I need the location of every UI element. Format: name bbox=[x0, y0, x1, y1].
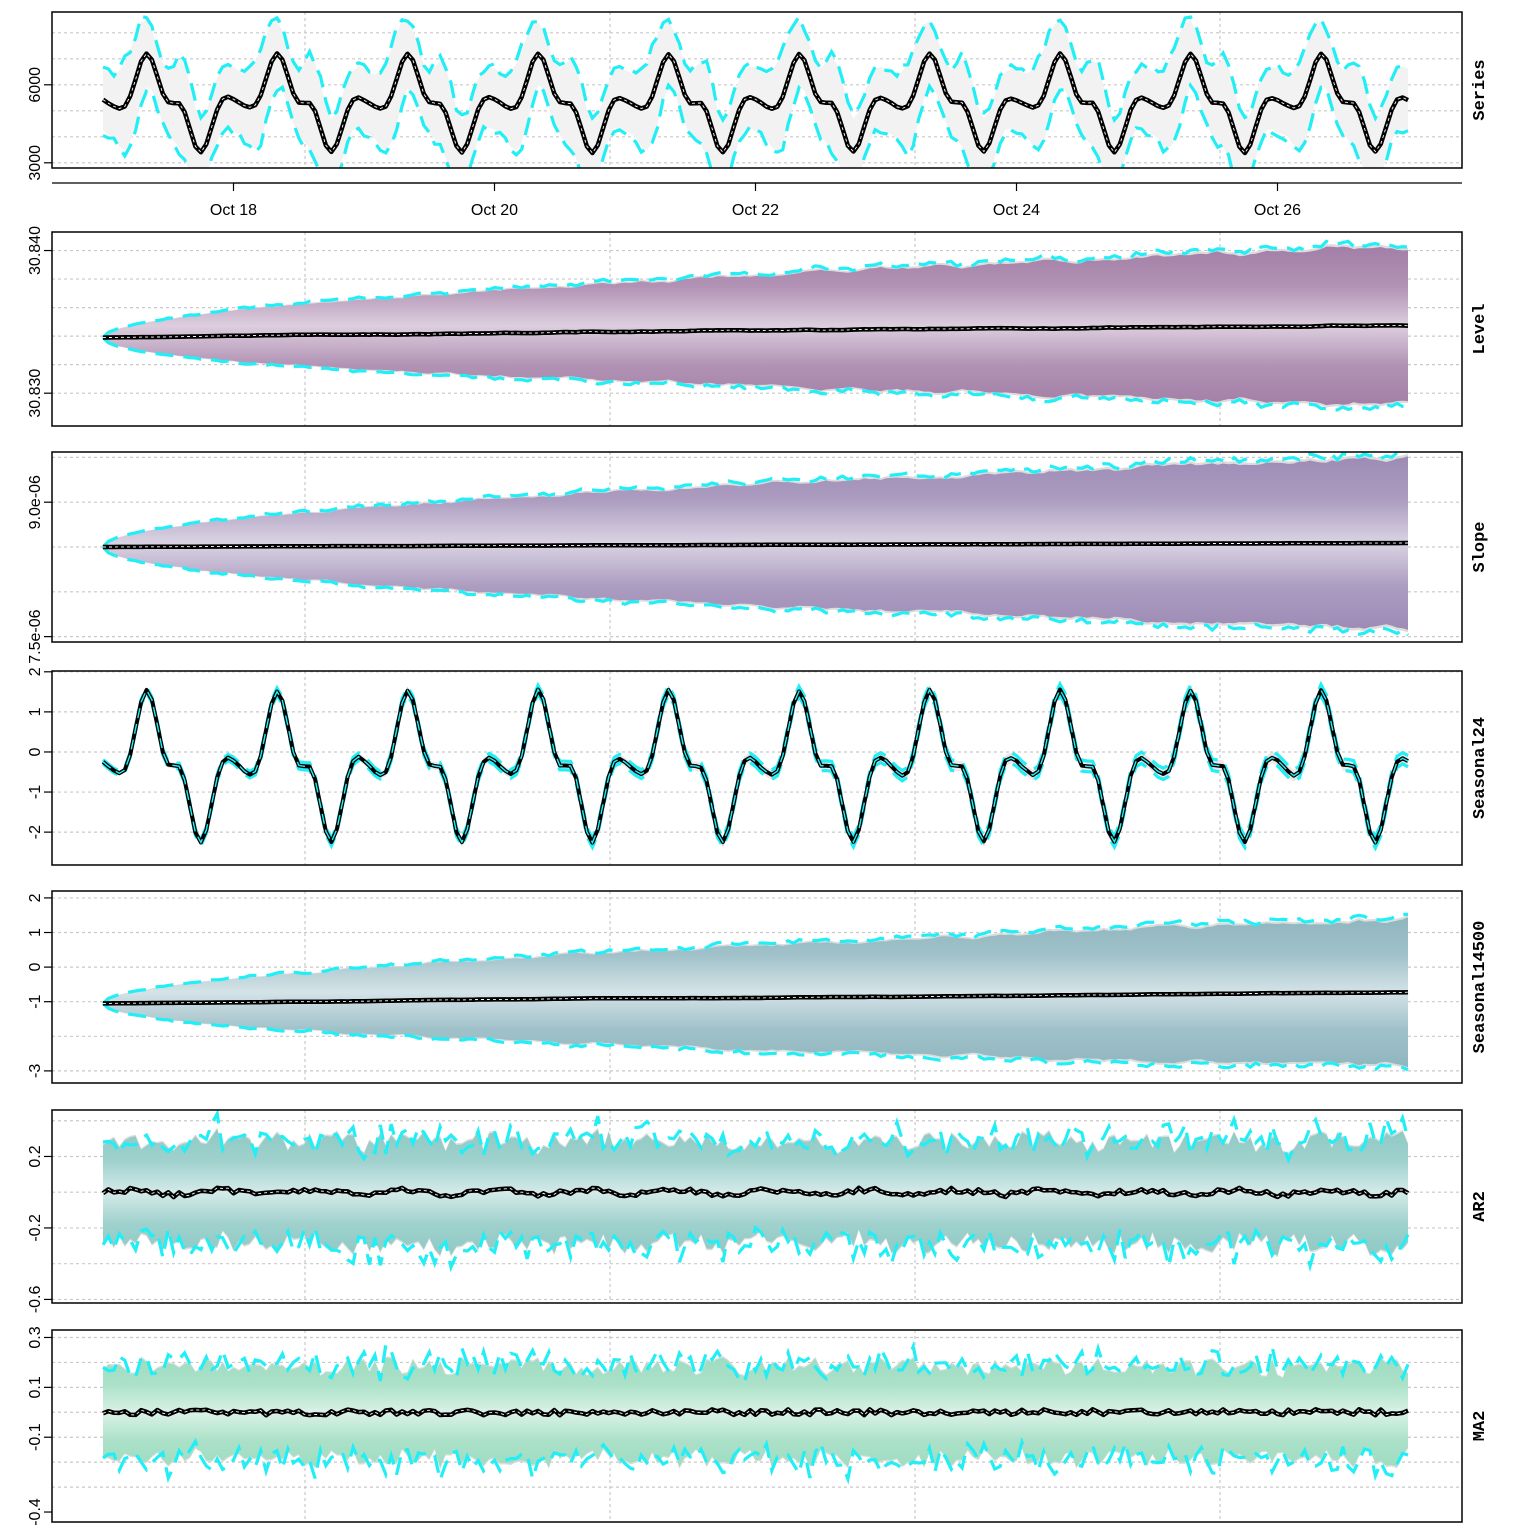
lower-bound-line bbox=[101, 336, 1409, 413]
lower-bound-line bbox=[101, 689, 1409, 852]
x-tick-label: Oct 26 bbox=[1254, 202, 1301, 219]
median-line bbox=[102, 52, 1409, 154]
panel-series: 3000 6000 Series bbox=[27, 11, 1490, 181]
plot-frame bbox=[51, 1109, 1463, 1304]
lower-bound-line bbox=[101, 545, 1410, 637]
y-tick-label: -1 bbox=[27, 994, 44, 1008]
upper-bound-line bbox=[101, 239, 1409, 339]
median-line bbox=[103, 542, 1408, 548]
y-tick-label: 30.840 bbox=[27, 226, 44, 275]
median-line bbox=[102, 1187, 1409, 1198]
y-tick-label: 1 bbox=[27, 928, 44, 937]
band-fill bbox=[103, 917, 1408, 1068]
upper-bound-line bbox=[102, 1110, 1410, 1165]
band-fill bbox=[103, 246, 1408, 406]
y-tick-label: 0.2 bbox=[27, 1145, 44, 1167]
median-line bbox=[103, 991, 1409, 1004]
upper-bound-line bbox=[102, 1340, 1410, 1385]
upper-bound-line bbox=[102, 13, 1409, 124]
plot-frame bbox=[51, 890, 1463, 1084]
upper-bound-line bbox=[102, 680, 1409, 843]
panel-label: Seasonal24 bbox=[1471, 717, 1490, 819]
band-fill bbox=[103, 1129, 1408, 1256]
y-tick-label: -0.2 bbox=[27, 1214, 44, 1242]
lower-bound-line bbox=[102, 1436, 1409, 1486]
y-tick-label: -2 bbox=[27, 825, 44, 839]
y-tick-label: -0.6 bbox=[27, 1286, 44, 1314]
y-tick-label: 30.830 bbox=[27, 369, 44, 418]
panel-label: Seasonal14500 bbox=[1471, 921, 1490, 1054]
y-tick-label: 0 bbox=[27, 963, 44, 972]
panel-level: 30.830 30.840 Level bbox=[27, 226, 1490, 427]
panel-seasonal24: -2 -1 0 1 2 Seasonal24 bbox=[27, 667, 1490, 866]
y-tick-label: -0.1 bbox=[27, 1423, 44, 1451]
panel-ar2: -0.6 -0.2 0.2 AR2 bbox=[27, 1109, 1490, 1314]
x-tick-label: Oct 22 bbox=[732, 202, 779, 219]
x-tick-label: Oct 24 bbox=[993, 202, 1040, 219]
panel-slope: 7.5e-06 9.0e-06 Slope bbox=[27, 451, 1490, 664]
y-tick-label: -3 bbox=[27, 1064, 44, 1078]
median-line bbox=[102, 687, 1409, 845]
panel-ma2: -0.4 -0.1 0.1 0.3 MA2 bbox=[27, 1326, 1490, 1526]
plot-frame bbox=[51, 231, 1463, 427]
plot-frame bbox=[51, 11, 1463, 169]
panel-label: AR2 bbox=[1471, 1191, 1490, 1222]
panel-label: Level bbox=[1471, 303, 1490, 354]
plot-frame bbox=[51, 451, 1463, 643]
x-tick-label: Oct 18 bbox=[210, 202, 257, 219]
y-tick-label: 2 bbox=[27, 893, 44, 902]
upper-bound-line bbox=[101, 452, 1409, 549]
panel-label: Series bbox=[1471, 59, 1490, 120]
plot-frame bbox=[51, 670, 1463, 866]
y-tick-label: 9.0e-06 bbox=[27, 475, 44, 529]
panel-label: MA2 bbox=[1471, 1411, 1490, 1442]
plot-frame bbox=[51, 1329, 1463, 1523]
y-tick-label: -1 bbox=[27, 785, 44, 799]
lower-bound-line bbox=[101, 1221, 1410, 1273]
y-tick-label: -0.4 bbox=[27, 1498, 44, 1526]
lower-bound-line bbox=[102, 81, 1409, 168]
y-tick-label: 2 bbox=[27, 667, 44, 676]
y-tick-label: 3000 bbox=[27, 145, 44, 181]
y-tick-label: 0 bbox=[27, 747, 44, 756]
x-axis: Oct 18 Oct 20 Oct 22 Oct 24 Oct 26 bbox=[52, 182, 1462, 219]
y-tick-label: 0.1 bbox=[27, 1376, 44, 1398]
y-tick-label: 7.5e-06 bbox=[27, 609, 44, 663]
panel-seasonal14500: -3 -1 0 1 2 Seasonal14500 bbox=[27, 890, 1490, 1084]
median-line bbox=[102, 324, 1409, 339]
y-tick-label: 0.3 bbox=[27, 1326, 44, 1348]
x-tick-label: Oct 20 bbox=[471, 202, 518, 219]
median-line bbox=[102, 1408, 1409, 1416]
y-tick-label: 6000 bbox=[27, 67, 44, 103]
panel-label: Slope bbox=[1471, 521, 1490, 572]
y-tick-label: 1 bbox=[27, 707, 44, 716]
